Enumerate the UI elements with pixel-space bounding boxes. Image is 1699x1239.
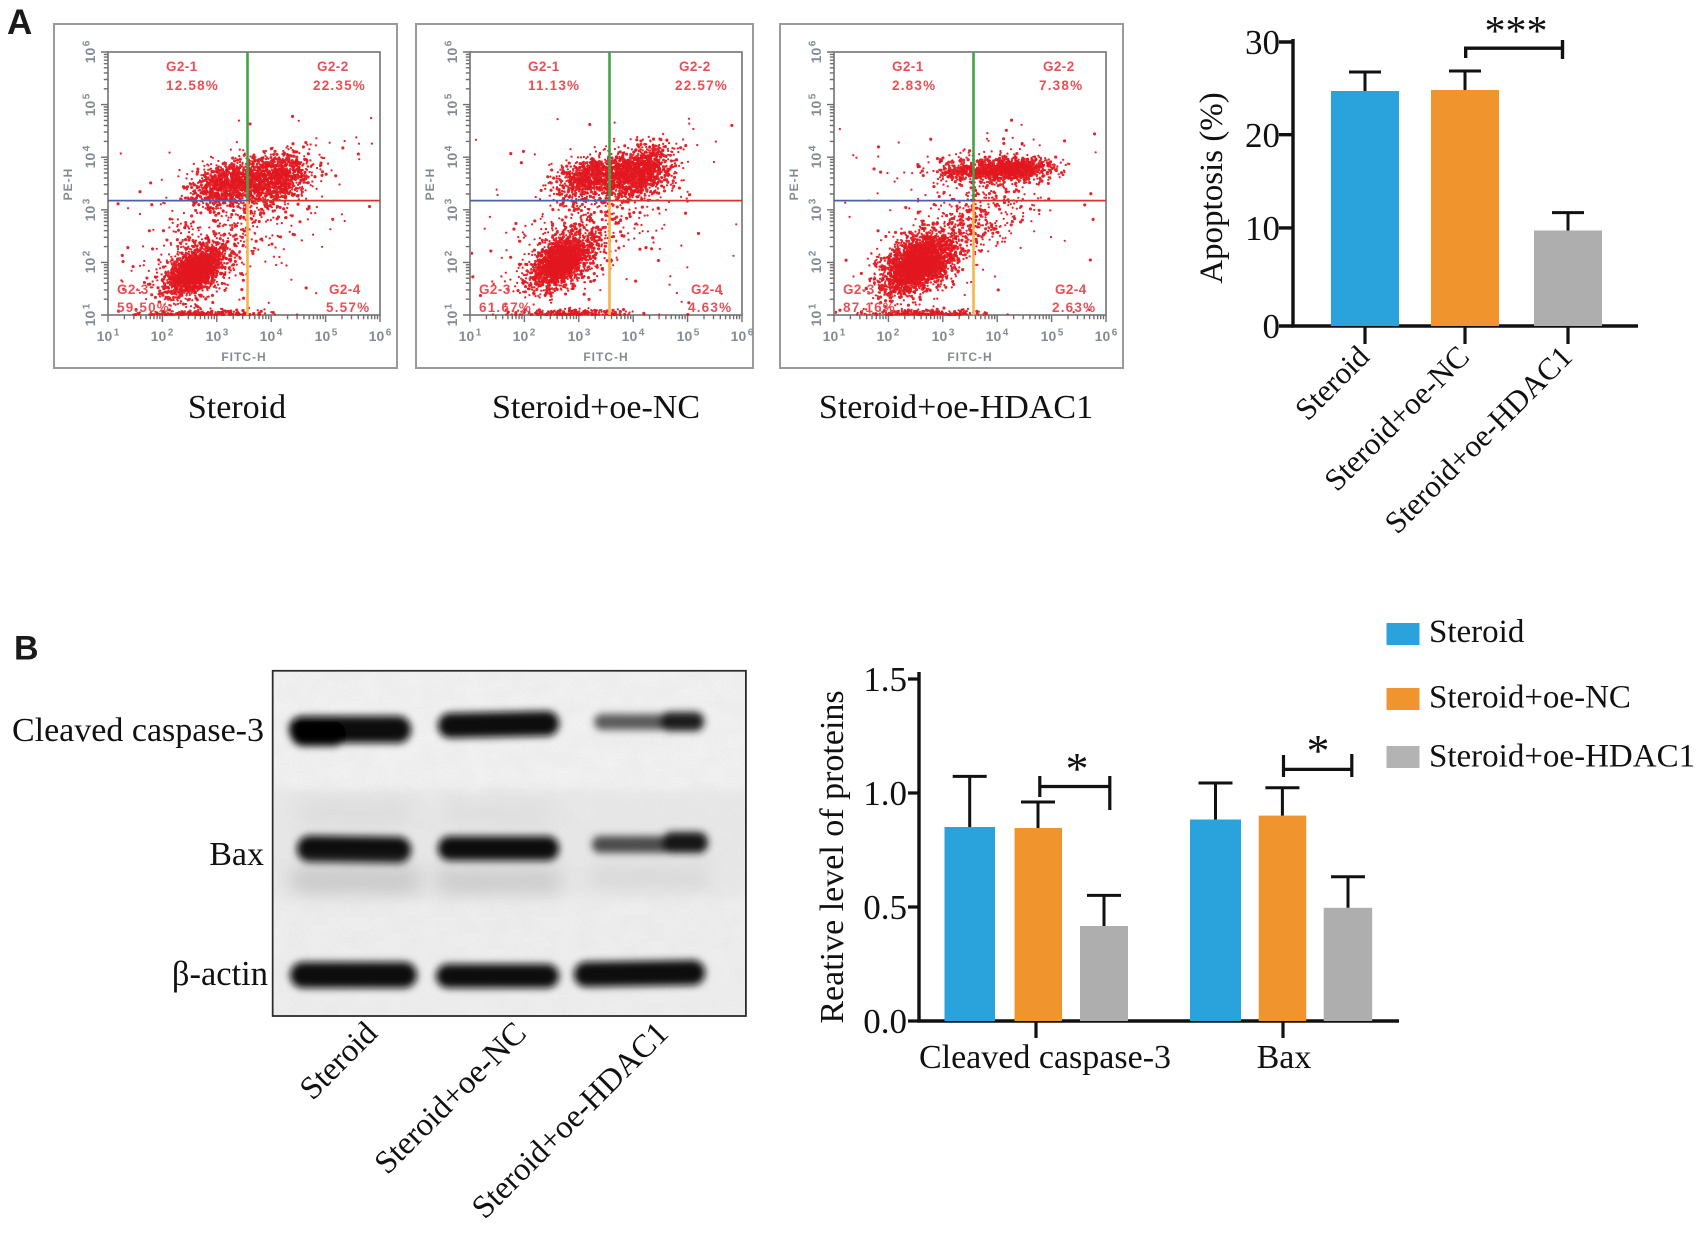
svg-text:Bax: Bax bbox=[1257, 1039, 1312, 1076]
svg-text:Apoptosis (%): Apoptosis (%) bbox=[1194, 92, 1230, 284]
svg-text:G2-1: G2-1 bbox=[166, 59, 198, 74]
svg-text:G2-3: G2-3 bbox=[843, 282, 875, 297]
svg-text:1.0: 1.0 bbox=[863, 774, 907, 813]
svg-text:10: 10 bbox=[1245, 209, 1280, 248]
svg-text:PE-H: PE-H bbox=[787, 168, 801, 201]
svg-text:G2-2: G2-2 bbox=[317, 59, 349, 74]
svg-text:G2-4: G2-4 bbox=[1055, 282, 1087, 297]
svg-text:59.50%: 59.50% bbox=[117, 300, 170, 315]
svg-text:Cleaved caspase-3: Cleaved caspase-3 bbox=[919, 1039, 1171, 1076]
svg-text:G2-1: G2-1 bbox=[528, 59, 560, 74]
svg-text:G2-2: G2-2 bbox=[1043, 59, 1075, 74]
svg-text:Steroid+oe-HDAC1: Steroid+oe-HDAC1 bbox=[1429, 739, 1695, 775]
svg-text:Reative level of proteins: Reative level of proteins bbox=[814, 690, 851, 1023]
svg-text:2.83%: 2.83% bbox=[892, 78, 936, 93]
svg-text:β-actin: β-actin bbox=[172, 955, 268, 993]
svg-text:G2-3: G2-3 bbox=[479, 282, 511, 297]
svg-text:G2-2: G2-2 bbox=[679, 59, 711, 74]
svg-text:G2-1: G2-1 bbox=[892, 59, 924, 74]
svg-text:FITC-H: FITC-H bbox=[221, 350, 266, 364]
svg-text:PE-H: PE-H bbox=[423, 168, 437, 201]
svg-text:11.13%: 11.13% bbox=[528, 78, 580, 93]
svg-text:22.57%: 22.57% bbox=[675, 78, 728, 93]
svg-text:G2-3: G2-3 bbox=[117, 282, 149, 297]
svg-text:1.5: 1.5 bbox=[863, 660, 907, 699]
svg-text:Steroid: Steroid bbox=[1429, 614, 1525, 650]
svg-text:A: A bbox=[7, 3, 32, 42]
svg-text:7.38%: 7.38% bbox=[1039, 78, 1083, 93]
svg-text:0.0: 0.0 bbox=[863, 1002, 907, 1041]
svg-text:Steroid: Steroid bbox=[188, 389, 286, 426]
svg-text:G2-4: G2-4 bbox=[329, 282, 361, 297]
svg-text:22.35%: 22.35% bbox=[313, 78, 366, 93]
svg-text:87.16%: 87.16% bbox=[843, 300, 896, 315]
svg-text:FITC-H: FITC-H bbox=[947, 350, 992, 364]
svg-text:Steroid+oe-NC: Steroid+oe-NC bbox=[492, 389, 700, 426]
svg-text:Steroid+oe-NC: Steroid+oe-NC bbox=[1429, 680, 1631, 716]
svg-text:0.5: 0.5 bbox=[863, 888, 907, 927]
svg-text:20: 20 bbox=[1245, 116, 1280, 155]
svg-text:30: 30 bbox=[1245, 23, 1280, 62]
svg-text:Bax: Bax bbox=[209, 836, 264, 873]
svg-text:***: *** bbox=[1485, 9, 1548, 55]
svg-text:FITC-H: FITC-H bbox=[583, 350, 628, 364]
svg-text:4.63%: 4.63% bbox=[688, 300, 732, 315]
svg-text:Cleaved caspase-3: Cleaved caspase-3 bbox=[12, 712, 264, 749]
svg-text:PE-H: PE-H bbox=[61, 168, 75, 201]
svg-text:G2-4: G2-4 bbox=[691, 282, 723, 297]
svg-text:12.58%: 12.58% bbox=[166, 78, 219, 93]
svg-text:2.63%: 2.63% bbox=[1052, 300, 1096, 315]
svg-text:0: 0 bbox=[1263, 307, 1281, 346]
svg-text:B: B bbox=[14, 630, 39, 668]
svg-text:Steroid+oe-HDAC1: Steroid+oe-HDAC1 bbox=[819, 389, 1093, 426]
svg-text:*: * bbox=[1307, 725, 1330, 776]
svg-text:5.57%: 5.57% bbox=[326, 300, 370, 315]
svg-text:*: * bbox=[1066, 743, 1089, 794]
svg-text:61.67%: 61.67% bbox=[479, 300, 532, 315]
